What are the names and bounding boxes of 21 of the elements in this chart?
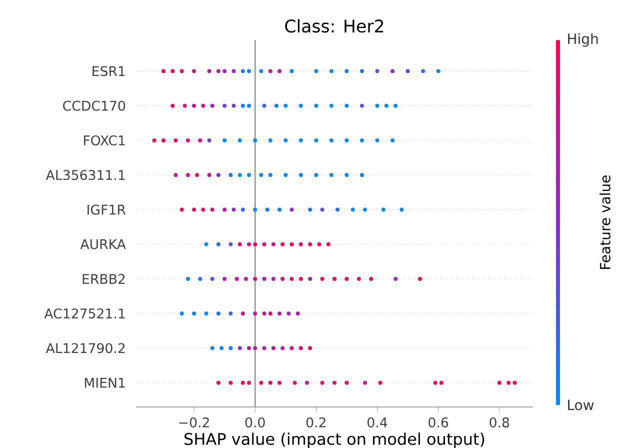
y-tick-label: IGF1R [88, 204, 126, 215]
x-tick-label: −0.2 [179, 417, 209, 428]
text: Low [568, 400, 594, 410]
y-tick-label: ERBB2 [82, 274, 125, 284]
x-axis-title: SHAP value (impact on model output) [184, 432, 484, 448]
color-bar-title: Feature value [600, 175, 610, 269]
y-tick-label: AL121790.2 [46, 343, 125, 354]
x-tick-label: 0.4 [368, 417, 388, 428]
y-tick-label: AL356311.1 [46, 170, 125, 180]
y-tick-label: AC127521.1 [44, 308, 125, 319]
x-tick-label: 0.2 [306, 417, 326, 428]
y-tick-label: AURKA [80, 239, 126, 250]
text: High [568, 33, 598, 47]
y-tick-label: FOXC1 [84, 135, 125, 146]
x-tick-label: 0.6 [428, 417, 448, 428]
y-tick-label: CCDC170 [63, 100, 126, 111]
chart-title: Class: Her2 [285, 19, 384, 33]
y-tick-label: MIEN1 [84, 378, 125, 388]
x-tick-label: 0.8 [490, 417, 510, 428]
y-tick-label: ESR1 [92, 66, 125, 76]
x-tick-label: 0.0 [245, 417, 265, 428]
